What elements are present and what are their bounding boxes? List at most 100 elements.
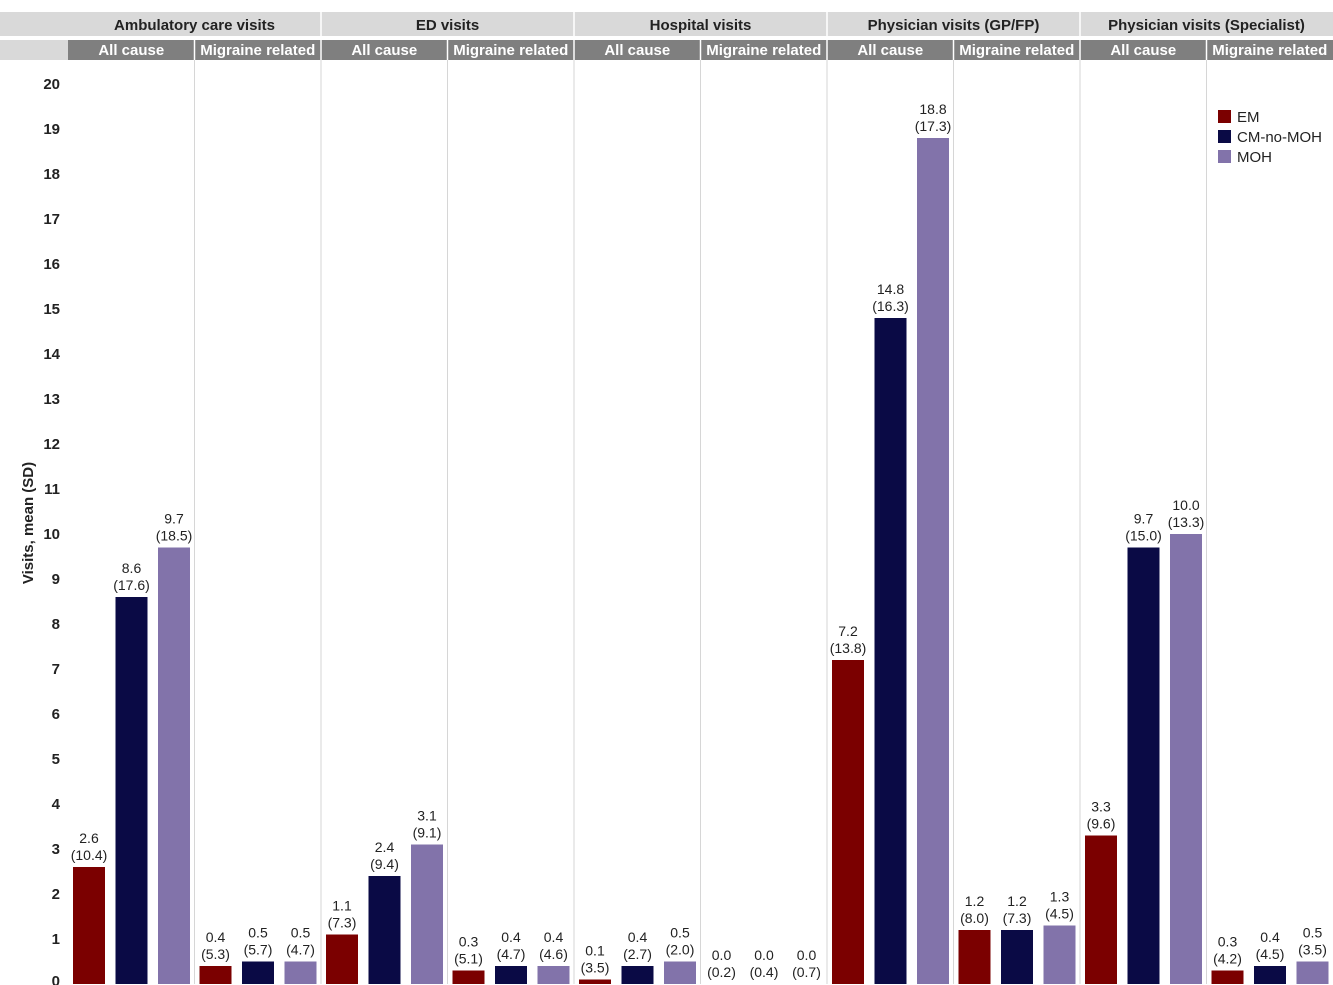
data-label-value: 0.5	[248, 925, 268, 941]
bar-em	[1085, 835, 1117, 984]
bar-em	[832, 660, 864, 984]
bar-moh	[1296, 961, 1329, 984]
bar-cm-no-moh	[1254, 966, 1286, 984]
data-label-sd: (18.5)	[156, 528, 193, 544]
data-label-sd: (2.0)	[666, 942, 695, 958]
panel-label: All cause	[857, 42, 923, 59]
data-label-value: 0.5	[670, 925, 690, 941]
y-tick-label: 9	[52, 571, 60, 588]
data-label-value: 0.3	[459, 934, 479, 950]
y-tick-label: 0	[52, 973, 60, 985]
y-tick-label: 20	[43, 76, 60, 93]
data-label-value: 0.0	[712, 947, 732, 963]
panel-label: All cause	[1110, 42, 1176, 59]
panel-label: Migraine related	[706, 42, 821, 59]
panel-label: Migraine related	[200, 42, 315, 59]
data-label-value: 0.4	[501, 929, 521, 945]
group-title: Physician visits (GP/FP)	[868, 17, 1040, 34]
bar-em	[199, 966, 232, 984]
data-label-value: 8.6	[122, 560, 142, 576]
data-label-sd: (3.5)	[581, 960, 610, 976]
y-tick-label: 6	[52, 706, 60, 723]
panel-label: Migraine related	[959, 42, 1074, 59]
panel-label: All cause	[351, 42, 417, 59]
data-label-sd: (4.5)	[1256, 946, 1285, 962]
data-label-value: 3.3	[1091, 799, 1111, 815]
panel-label: All cause	[604, 42, 670, 59]
data-label-value: 0.0	[754, 947, 774, 963]
bar-cm-no-moh	[621, 966, 654, 984]
y-tick-label: 14	[43, 346, 60, 363]
y-tick-label: 7	[52, 661, 60, 678]
bar-moh	[1043, 925, 1076, 984]
y-tick-label: 16	[43, 256, 60, 273]
bar-cm-no-moh	[242, 961, 274, 984]
y-tick-label: 15	[43, 301, 60, 318]
group-title: Hospital visits	[650, 17, 752, 34]
data-label-sd: (5.7)	[244, 942, 273, 958]
group-header-background	[0, 12, 1333, 36]
y-tick-label: 12	[43, 436, 60, 453]
data-label-value: 0.4	[628, 929, 648, 945]
header-corner-background	[0, 40, 68, 60]
data-label-value: 0.4	[1260, 929, 1280, 945]
y-tick-label: 10	[43, 526, 60, 543]
data-label-value: 7.2	[838, 623, 858, 639]
data-label-sd: (8.0)	[960, 910, 989, 926]
data-label-value: 1.2	[965, 893, 985, 909]
data-label-sd: (4.5)	[1045, 906, 1074, 922]
bar-em	[1211, 970, 1244, 984]
data-label-sd: (0.7)	[792, 964, 821, 980]
data-label-value: 0.0	[797, 947, 817, 963]
y-tick-label: 3	[52, 841, 60, 858]
bar-cm-no-moh	[115, 597, 148, 984]
bar-cm-no-moh	[495, 966, 527, 984]
data-label-sd: (9.1)	[413, 825, 442, 841]
bar-moh	[917, 138, 949, 984]
data-label-sd: (7.3)	[1003, 910, 1032, 926]
legend-swatch-em	[1218, 110, 1231, 123]
legend-label-em: EM	[1237, 109, 1260, 126]
data-label-value: 0.1	[585, 943, 605, 959]
bar-em	[73, 867, 105, 984]
data-label-sd: (17.3)	[915, 118, 952, 134]
data-label-value: 0.3	[1218, 934, 1238, 950]
data-label-sd: (4.7)	[497, 946, 526, 962]
bar-em	[452, 970, 485, 984]
bar-moh	[158, 547, 190, 984]
data-label-sd: (5.1)	[454, 951, 483, 967]
y-tick-label: 4	[52, 796, 61, 813]
data-label-sd: (4.6)	[539, 946, 568, 962]
data-label-sd: (0.2)	[707, 964, 736, 980]
data-label-sd: (16.3)	[872, 298, 909, 314]
data-label-value: 1.1	[332, 898, 352, 914]
data-label-value: 14.8	[877, 281, 904, 297]
data-label-value: 0.4	[544, 929, 564, 945]
data-label-sd: (10.4)	[71, 847, 108, 863]
bar-moh	[411, 844, 443, 984]
data-label-sd: (2.7)	[623, 946, 652, 962]
panel-label: Migraine related	[1212, 42, 1327, 59]
data-label-sd: (13.8)	[830, 640, 867, 656]
group-title: Ambulatory care visits	[114, 17, 275, 34]
legend-swatch-moh	[1218, 150, 1231, 163]
data-label-sd: (3.5)	[1298, 942, 1327, 958]
y-tick-label: 13	[43, 391, 60, 408]
y-tick-label: 8	[52, 616, 60, 633]
data-label-value: 1.2	[1007, 893, 1027, 909]
y-tick-label: 2	[52, 886, 60, 903]
bar-em	[958, 930, 991, 984]
bar-moh	[1170, 534, 1202, 984]
group-title: ED visits	[416, 17, 479, 34]
data-label-value: 18.8	[919, 101, 946, 117]
data-label-value: 10.0	[1172, 497, 1199, 513]
y-tick-label: 1	[52, 931, 60, 948]
data-label-sd: (9.6)	[1087, 816, 1116, 832]
y-tick-label: 19	[43, 121, 60, 138]
data-label-value: 3.1	[417, 808, 437, 824]
bar-em	[326, 934, 358, 984]
bar-cm-no-moh	[368, 876, 401, 984]
data-label-value: 0.5	[291, 925, 311, 941]
data-label-value: 2.6	[79, 830, 99, 846]
